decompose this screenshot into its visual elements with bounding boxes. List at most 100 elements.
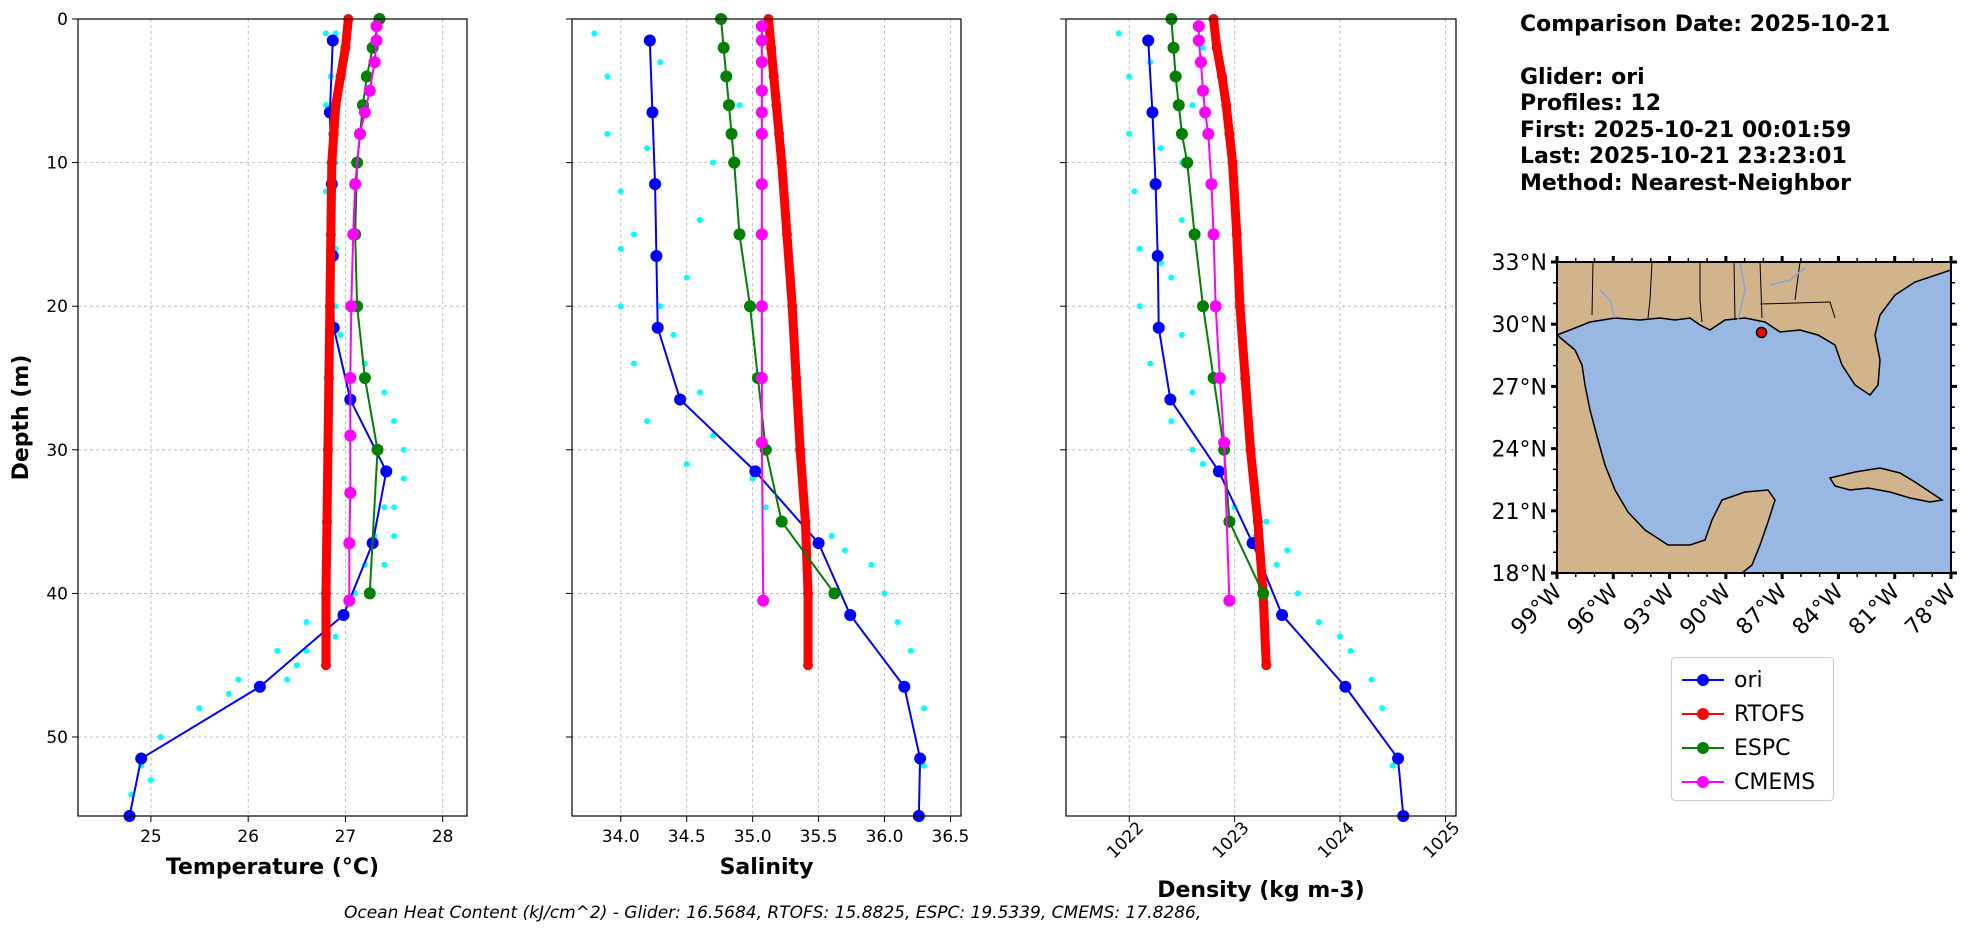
series-point-rtofs [791, 373, 802, 384]
glider-position-marker [1755, 326, 1768, 339]
series-point-espc [828, 587, 841, 600]
legend-swatch [1682, 742, 1724, 754]
series-point-espc [1167, 41, 1180, 54]
raw-point [1315, 619, 1322, 626]
x-tick-label: 26 [237, 827, 259, 847]
profile-count: Profiles: 12 [1520, 91, 1662, 116]
series-point-espc [744, 300, 757, 313]
raw-point [696, 389, 703, 396]
raw-point [1126, 130, 1133, 137]
series-point-ori [812, 537, 825, 550]
series-point-rtofs [776, 157, 787, 168]
legend-label: ESPC [1734, 735, 1791, 761]
series-point-cmems [358, 106, 371, 119]
legend: ori RTOFS ESPC CMEMS [1671, 657, 1834, 801]
map-panel: 33°N 30°N 27°N 24°N 21°N 18°N99°W96°W93°W90°W… [1492, 251, 1962, 640]
raw-point [604, 130, 611, 137]
series-point-cmems [755, 127, 768, 140]
series-point-ori [674, 393, 687, 406]
series-point-ori [1212, 465, 1225, 478]
series-point-rtofs [1224, 128, 1235, 139]
series-point-cmems [347, 228, 360, 241]
last-time: Last: 2025-10-21 23:23:01 [1520, 144, 1847, 169]
raw-point [1189, 102, 1196, 109]
raw-point [1178, 217, 1185, 224]
series-point-cmems [370, 20, 383, 33]
raw-point [381, 561, 388, 568]
series-point-cmems [370, 34, 383, 47]
y-tick-label: 30 [46, 441, 68, 461]
series-point-cmems [1207, 228, 1220, 241]
series-point-cmems [1205, 178, 1218, 191]
raw-point [1178, 331, 1185, 338]
series-point-rtofs [322, 444, 333, 455]
legend-item-cmems: CMEMS [1672, 765, 1833, 799]
series-point-rtofs [323, 373, 334, 384]
series-point-ori [326, 34, 339, 47]
raw-point [1131, 188, 1138, 195]
series-point-rtofs [766, 42, 777, 53]
raw-point [1379, 705, 1386, 712]
x-tick-label: 1025 [1420, 818, 1465, 863]
series-point-rtofs [1261, 660, 1272, 671]
raw-point [710, 432, 717, 439]
raw-point [1168, 274, 1175, 281]
raw-point [1389, 762, 1396, 769]
series-point-rtofs [1234, 301, 1245, 312]
map-lon-label: 87°W [1732, 579, 1793, 640]
series-point-espc [360, 70, 373, 83]
y-tick-label: 10 [46, 154, 68, 174]
series-point-ori [1151, 249, 1164, 262]
series-point-rtofs [321, 516, 332, 527]
x-tick-label: 35.0 [734, 827, 772, 847]
axes-frame [77, 18, 468, 817]
map-lat-label: 18°N [1492, 562, 1547, 587]
map-lon-label: 96°W [1563, 579, 1624, 640]
raw-point [1368, 676, 1375, 683]
legend-label: RTOFS [1734, 701, 1805, 727]
series-point-espc [1257, 587, 1270, 600]
series-point-rtofs [1252, 516, 1263, 527]
raw-point [391, 532, 398, 539]
series-point-cmems [363, 84, 376, 97]
series-point-cmems [755, 34, 768, 47]
raw-point [841, 547, 848, 554]
axes-frame [571, 18, 962, 817]
raw-point [1189, 446, 1196, 453]
raw-point [303, 619, 310, 626]
series-point-espc [1223, 515, 1236, 528]
profile-panel-2: 34.0 34.5 35.0 35.5 36.0 36.5 Salinity [566, 13, 969, 880]
raw-point [1147, 360, 1154, 367]
series-point-cmems [343, 594, 356, 607]
raw-point [1200, 44, 1207, 51]
series-point-ori [1392, 752, 1405, 765]
x-tick-label: 1024 [1314, 818, 1359, 863]
raw-point [644, 145, 651, 152]
map-land-west [1556, 333, 1776, 574]
series-point-cmems [343, 537, 356, 550]
raw-point [381, 504, 388, 511]
series-point-ori [1339, 680, 1352, 693]
y-tick-label: 0 [57, 10, 68, 30]
map-lat-label: 21°N [1492, 500, 1547, 525]
raw-point [710, 159, 717, 166]
series-point-rtofs [787, 301, 798, 312]
axes-frame [1065, 18, 1457, 817]
raw-point [322, 102, 329, 109]
raw-point [617, 303, 624, 310]
series-point-cmems [1209, 300, 1222, 313]
legend-swatch [1682, 776, 1724, 788]
series-point-rtofs [1240, 373, 1251, 384]
raw-point [1168, 418, 1175, 425]
series-point-espc [775, 515, 788, 528]
series-point-espc [358, 372, 371, 385]
raw-point [630, 360, 637, 367]
raw-point [696, 217, 703, 224]
series-point-espc [717, 41, 730, 54]
raw-point [736, 102, 743, 109]
series-point-espc [1181, 156, 1194, 169]
map-lat-label: 24°N [1492, 438, 1547, 463]
series-point-cmems [755, 372, 768, 385]
map-lon-label: 93°W [1619, 579, 1680, 640]
map-lon-label: 81°W [1844, 579, 1905, 640]
